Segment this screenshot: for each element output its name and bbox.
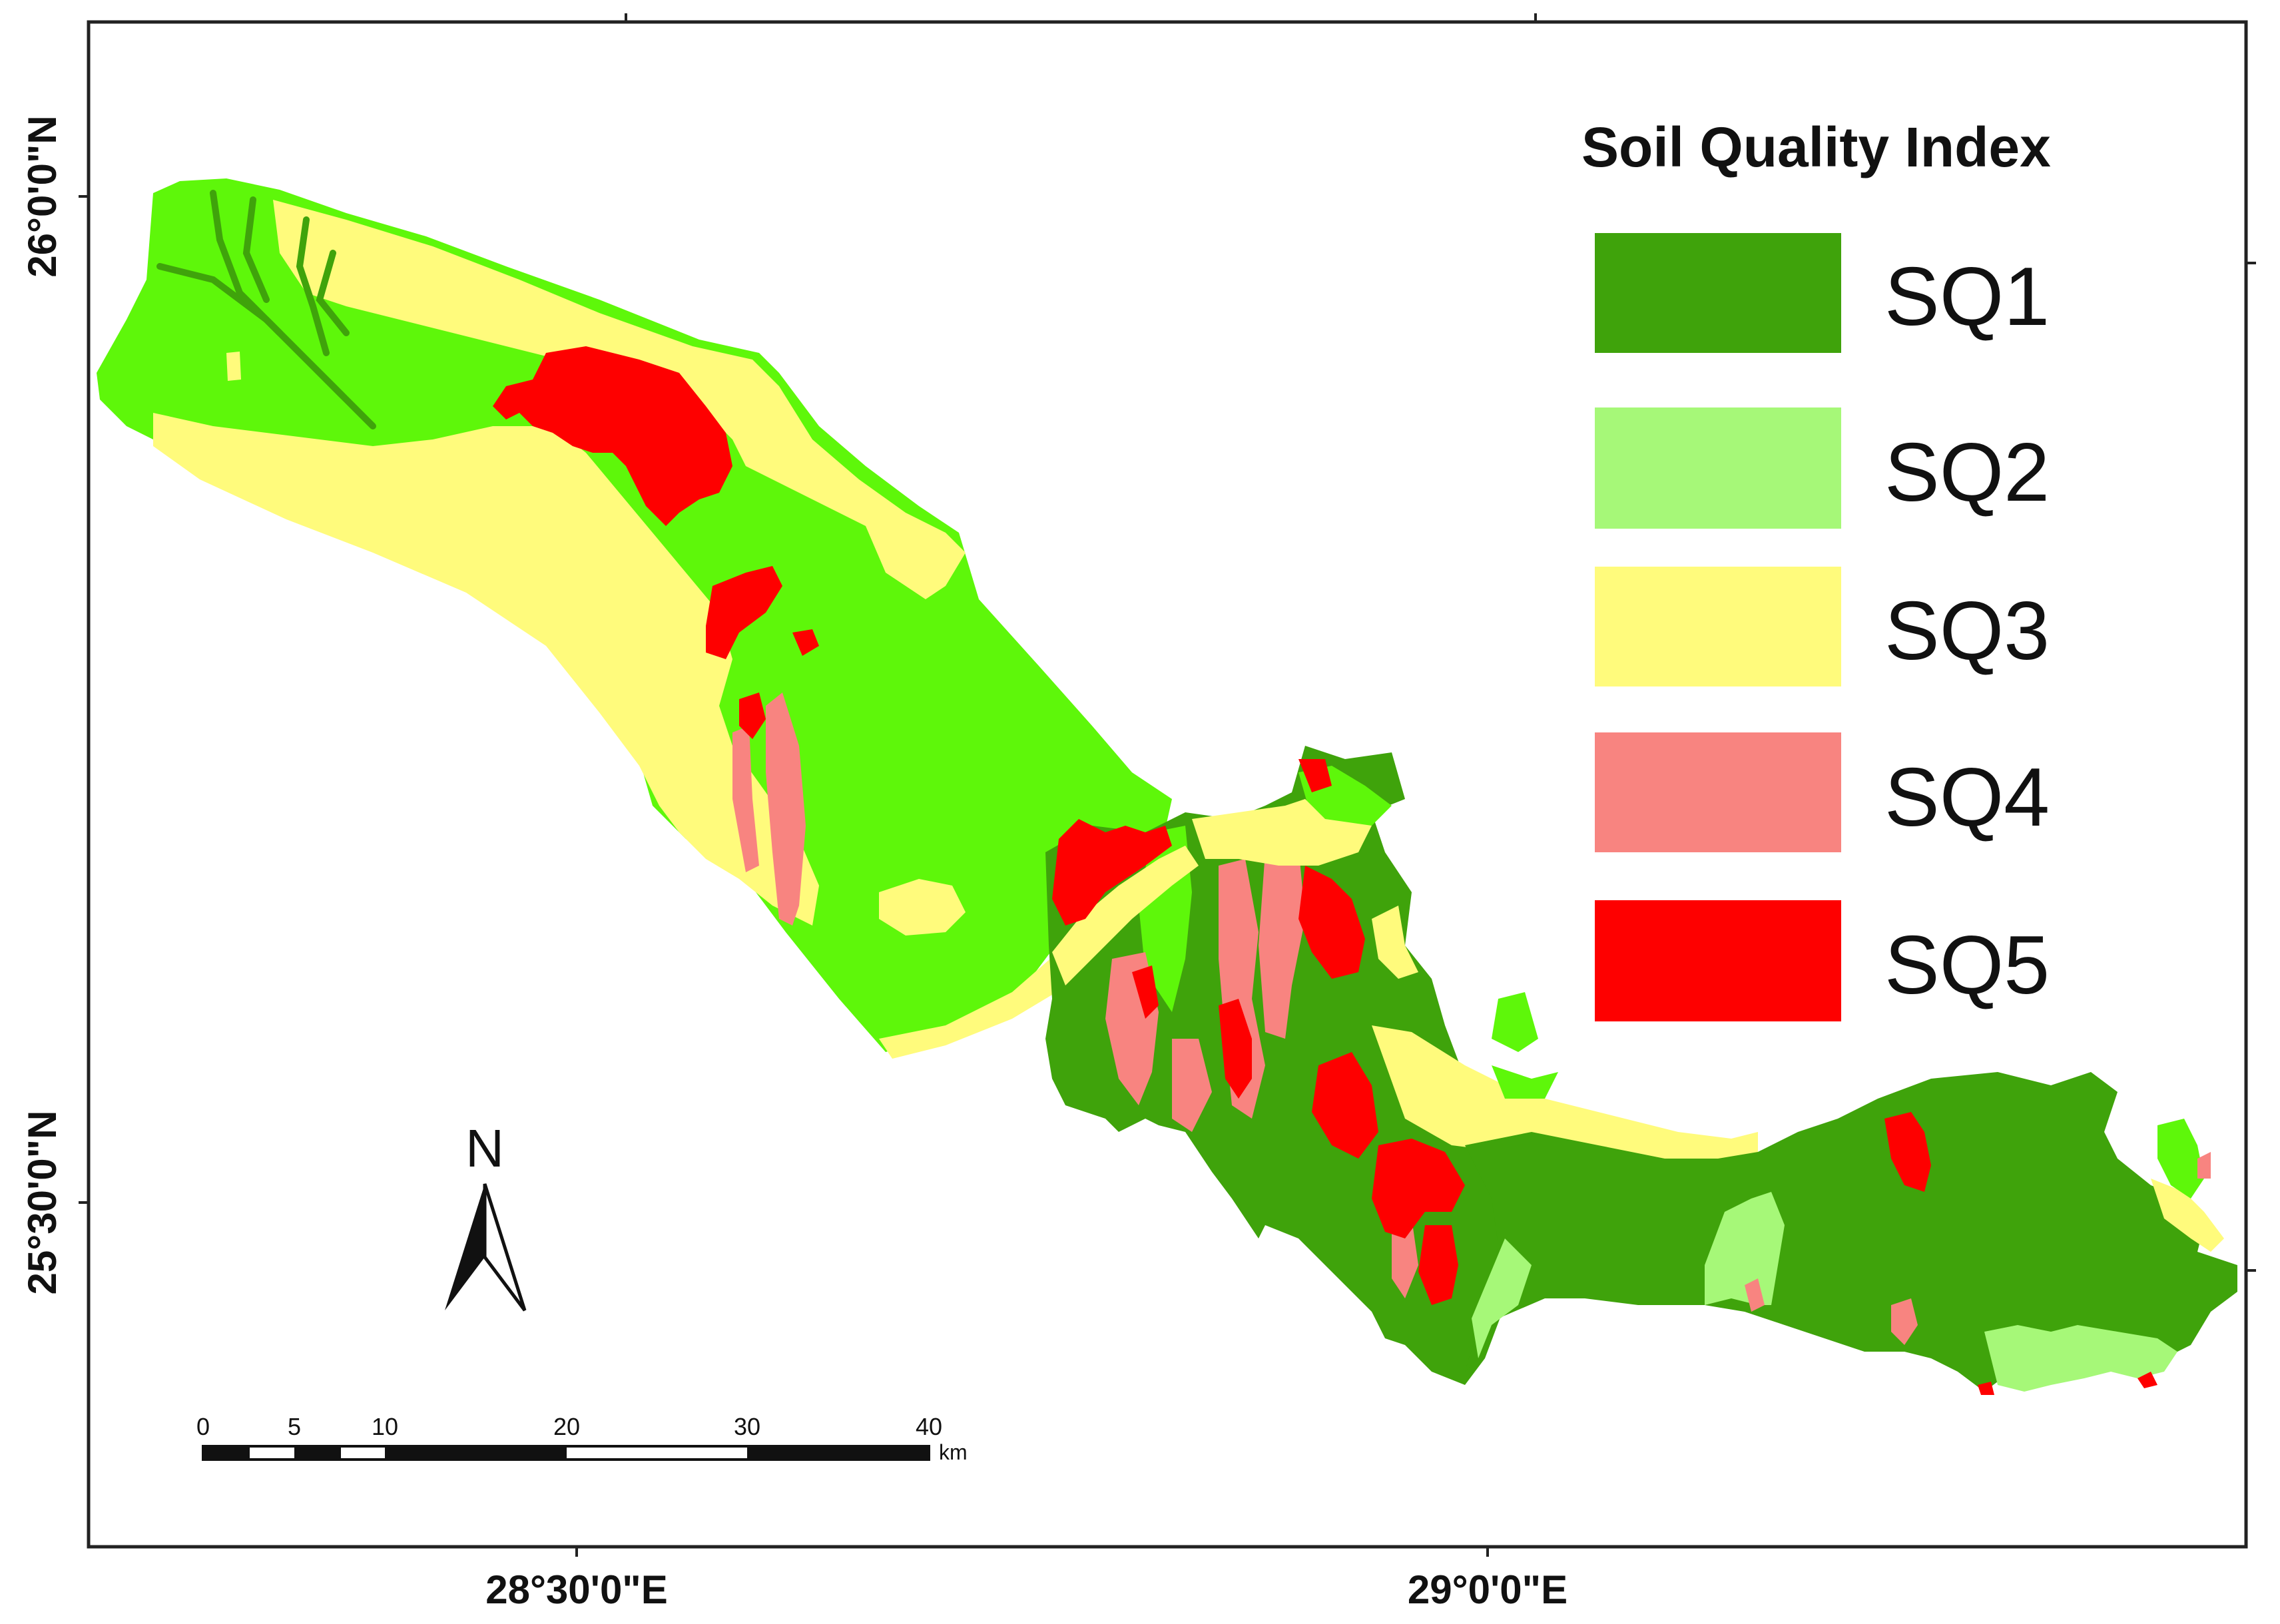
lon-label-left: 28°30'0"E — [485, 1567, 668, 1612]
legend-label: SQ5 — [1884, 920, 2050, 1011]
legend-item-sq5: SQ5 — [1595, 900, 2050, 1021]
zone-sq5-central-1 — [1052, 819, 1172, 926]
scale-tick: 0 — [196, 1413, 210, 1440]
zone-sq4-west-1 — [766, 692, 806, 926]
zone-sq5-west-3 — [739, 692, 766, 739]
scale-tick: 20 — [553, 1413, 580, 1440]
legend-item-sq2: SQ2 — [1595, 407, 2050, 529]
zone-sq5-west-1 — [493, 346, 732, 526]
legend-swatch — [1595, 900, 1841, 1021]
north-arrow-label: N — [465, 1119, 504, 1178]
zone-sq3-west-main — [153, 413, 819, 926]
scale-unit: km — [939, 1440, 968, 1464]
zone-sq5-east-2 — [2138, 1372, 2157, 1388]
zone-bright-green-east-1 — [1492, 992, 1538, 1052]
scale-tick: 5 — [288, 1413, 301, 1440]
lat-label-top: 26°0'0"N — [20, 115, 65, 278]
legend-label: SQ4 — [1884, 752, 2050, 844]
zone-sq5-central-3 — [1312, 1052, 1378, 1159]
legend-swatch — [1595, 567, 1841, 686]
legend-label: SQ3 — [1884, 585, 2050, 677]
scale-tick: 40 — [916, 1413, 942, 1440]
zone-sq5-central-7 — [1298, 759, 1332, 792]
zone-sq3-central-2 — [1372, 906, 1418, 979]
legend-label: SQ2 — [1884, 427, 2050, 519]
zone-sq2-east-3 — [1472, 1238, 1532, 1358]
scale-tick: 30 — [734, 1413, 760, 1440]
scale-tick: 10 — [372, 1413, 398, 1440]
scale-bar: 0 5 10 20 30 40 km — [196, 1413, 968, 1464]
zone-sq1-east — [1465, 1072, 2237, 1392]
legend-label: SQ1 — [1884, 251, 2050, 343]
zone-bright-green-east-tip — [2157, 1119, 2204, 1199]
legend-swatch — [1595, 732, 1841, 852]
zone-sq5-west-2 — [706, 566, 782, 659]
zone-sq3-west — [273, 200, 966, 599]
north-arrow-right-half — [483, 1183, 527, 1312]
zone-sq4-east-3 — [2197, 1152, 2211, 1179]
legend-item-sq3: SQ3 — [1595, 567, 2050, 686]
zone-sq3-central-3 — [1192, 799, 1372, 866]
zone-sq4-west-2 — [732, 726, 759, 872]
zone-sq5-central-6 — [1219, 999, 1252, 1099]
legend-swatch — [1595, 407, 1841, 529]
zone-sq3-nw-spot — [226, 352, 241, 381]
legend-title: Soil Quality Index — [1581, 116, 2051, 178]
zone-sq5-west-4 — [792, 629, 819, 656]
zone-sq3-central-1 — [1052, 846, 1199, 985]
zone-sq4-east-2 — [1745, 1278, 1765, 1312]
zone-sq4-central-3 — [1259, 846, 1305, 1039]
zone-sq4-east-1 — [1891, 1298, 1918, 1345]
legend: Soil Quality Index SQ1 SQ2 SQ3 SQ4 SQ5 — [1581, 116, 2051, 1021]
legend-swatch — [1595, 233, 1841, 353]
north-arrow: N — [445, 1119, 527, 1312]
zone-sq2-east-2 — [1984, 1325, 2177, 1392]
zone-sq4-central-4 — [1172, 1039, 1212, 1132]
lon-label-right: 29°0'0"E — [1408, 1567, 1568, 1612]
zone-bright-green-east-fringe — [1492, 1065, 1558, 1099]
north-arrow-left-half — [445, 1184, 485, 1310]
zone-sq5-central-8 — [1132, 965, 1159, 1019]
soil-map — [97, 178, 2237, 1395]
zone-sq5-central-5 — [1418, 1225, 1458, 1305]
zone-sq3-island — [879, 879, 966, 936]
legend-item-sq1: SQ1 — [1595, 233, 2050, 353]
zone-sq5-east-1 — [1884, 1112, 1931, 1192]
lat-label-bottom: 25°30'0"N — [20, 1111, 65, 1295]
legend-item-sq4: SQ4 — [1595, 732, 2050, 852]
zone-sq3-east-fringe — [1372, 1025, 1758, 1172]
zone-sq3-east-tip — [2151, 1179, 2224, 1252]
zone-sq2-east-1 — [1705, 1192, 1785, 1305]
zone-sq5-east-3 — [1978, 1382, 1994, 1395]
zone-sq5-central-4 — [1372, 1139, 1465, 1238]
zone-sq4-central-5 — [1392, 1218, 1418, 1298]
drainage-lines — [156, 190, 376, 429]
zone-sq5-central-2 — [1298, 866, 1365, 979]
